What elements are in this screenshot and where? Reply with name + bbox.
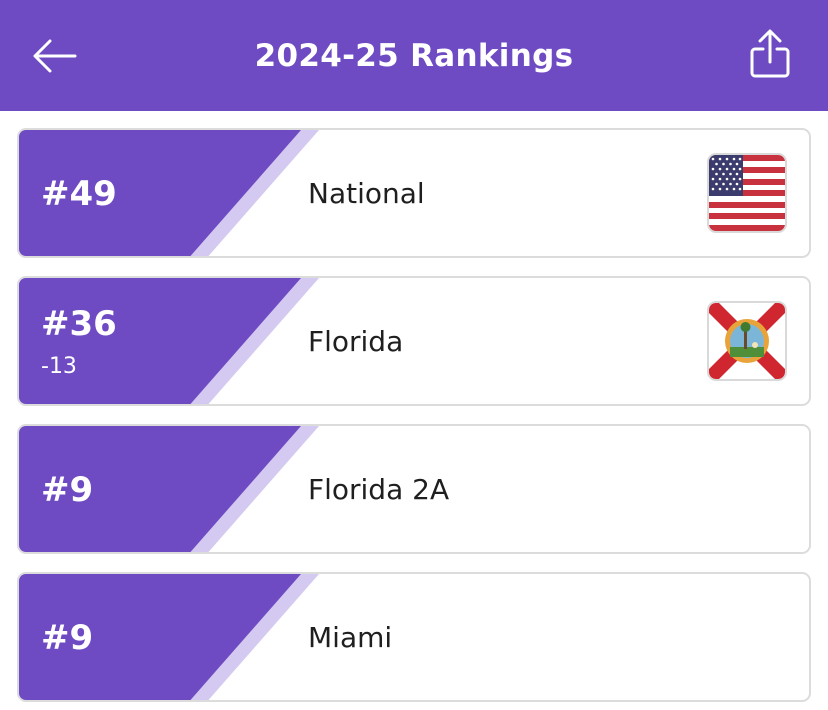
rank-number: #9 bbox=[41, 618, 94, 658]
share-button[interactable] bbox=[744, 26, 796, 82]
ranking-label: Miami bbox=[308, 620, 393, 654]
back-button[interactable] bbox=[28, 32, 80, 80]
rank-banner bbox=[19, 130, 319, 256]
app-header: 2024-25 Rankings bbox=[0, 0, 828, 111]
ranking-label: Florida 2A bbox=[308, 472, 450, 506]
ranking-card-national[interactable]: #49 National bbox=[17, 128, 811, 258]
ranking-label: Florida bbox=[308, 324, 404, 358]
page-title: 2024-25 Rankings bbox=[254, 37, 574, 74]
ranking-card-florida[interactable]: #36 -13 Florida bbox=[17, 276, 811, 406]
ranking-card-florida-2a[interactable]: #9 Florida 2A bbox=[17, 424, 811, 554]
rank-change: -13 bbox=[41, 354, 77, 379]
share-icon bbox=[750, 29, 790, 78]
ranking-card-miami[interactable]: #9 Miami bbox=[17, 572, 811, 702]
rank-number: #9 bbox=[41, 470, 94, 510]
rank-banner bbox=[19, 574, 319, 700]
rank-number: #36 bbox=[41, 304, 117, 344]
arrow-left-icon bbox=[33, 39, 77, 73]
ranking-label: National bbox=[308, 176, 425, 210]
rank-number: #49 bbox=[41, 174, 117, 214]
florida-flag-icon bbox=[707, 301, 787, 381]
rank-banner bbox=[19, 426, 319, 552]
rank-banner bbox=[19, 278, 319, 404]
us-flag-icon bbox=[707, 153, 787, 233]
